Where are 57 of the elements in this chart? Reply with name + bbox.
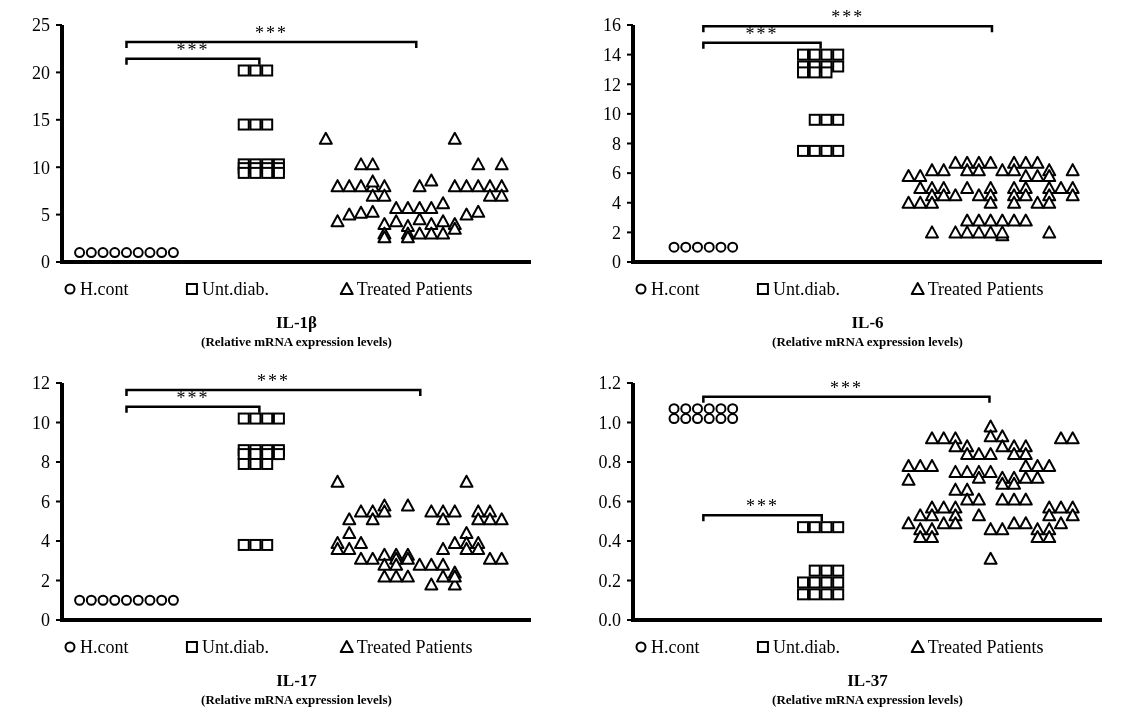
y-tick-label: 25 — [32, 15, 50, 36]
y-tick-label: 6 — [41, 491, 50, 512]
annotation: *** — [176, 387, 210, 408]
y-tick-label: 8 — [41, 452, 50, 473]
y-tick-label: 15 — [32, 110, 50, 131]
y-tick-label: 0 — [41, 610, 50, 631]
text: IL-17 — [276, 671, 318, 690]
annotation: *** — [829, 377, 863, 398]
y-tick-label: 6 — [612, 163, 621, 184]
y-tick-label: 4 — [41, 531, 50, 552]
y-tick-label: 10 — [32, 412, 50, 433]
y-tick-label: 0.2 — [598, 570, 621, 591]
annotation: *** — [745, 23, 779, 44]
legend-label: H.cont — [651, 637, 700, 657]
y-tick-label: 16 — [603, 15, 621, 36]
y-tick-label: 2 — [612, 222, 621, 243]
y-tick-label: 0 — [41, 252, 50, 273]
y-tick-label: 10 — [32, 157, 50, 178]
text: IL-6 — [851, 313, 884, 332]
text: (Relative mRNA expression levels) — [201, 692, 392, 707]
annotation: *** — [256, 371, 290, 392]
legend-label: Treated Patients — [356, 637, 473, 657]
y-tick-label: 12 — [603, 74, 621, 95]
y-tick-label: 0.4 — [598, 531, 621, 552]
legend-label: Treated Patients — [356, 279, 473, 299]
y-tick-label: 0.0 — [598, 610, 621, 631]
text: (Relative mRNA expression levels) — [772, 692, 963, 707]
y-tick-label: 14 — [603, 44, 621, 65]
y-tick-label: 5 — [41, 204, 50, 225]
text: IL-1β — [275, 313, 318, 332]
y-tick-label: 1.2 — [598, 373, 621, 394]
text: IL-37 — [847, 671, 889, 690]
y-tick-label: 10 — [603, 104, 621, 125]
legend-label: H.cont — [80, 637, 129, 657]
legend-label: H.cont — [651, 279, 700, 299]
legend-label: Unt.diab. — [772, 637, 840, 657]
annotation: *** — [176, 39, 210, 60]
y-tick-label: 2 — [41, 570, 50, 591]
text: (Relative mRNA expression levels) — [772, 334, 963, 349]
y-tick-label: 20 — [32, 62, 50, 83]
y-tick-label: 0.6 — [598, 491, 621, 512]
y-tick-label: 0 — [612, 252, 621, 273]
legend-label: Unt.diab. — [772, 279, 840, 299]
y-tick-label: 0.8 — [598, 452, 621, 473]
y-tick-label: 4 — [612, 193, 621, 214]
annotation: *** — [831, 7, 865, 28]
legend-label: Treated Patients — [927, 279, 1044, 299]
y-tick-label: 8 — [612, 133, 621, 154]
legend-label: Unt.diab. — [201, 637, 269, 657]
legend-label: H.cont — [80, 279, 129, 299]
annotation: *** — [746, 496, 780, 517]
text: (Relative mRNA expression levels) — [201, 334, 392, 349]
annotation: *** — [254, 23, 288, 44]
y-tick-label: 1.0 — [598, 412, 621, 433]
legend-label: Unt.diab. — [201, 279, 269, 299]
y-tick-label: 12 — [32, 373, 50, 394]
legend-label: Treated Patients — [927, 637, 1044, 657]
